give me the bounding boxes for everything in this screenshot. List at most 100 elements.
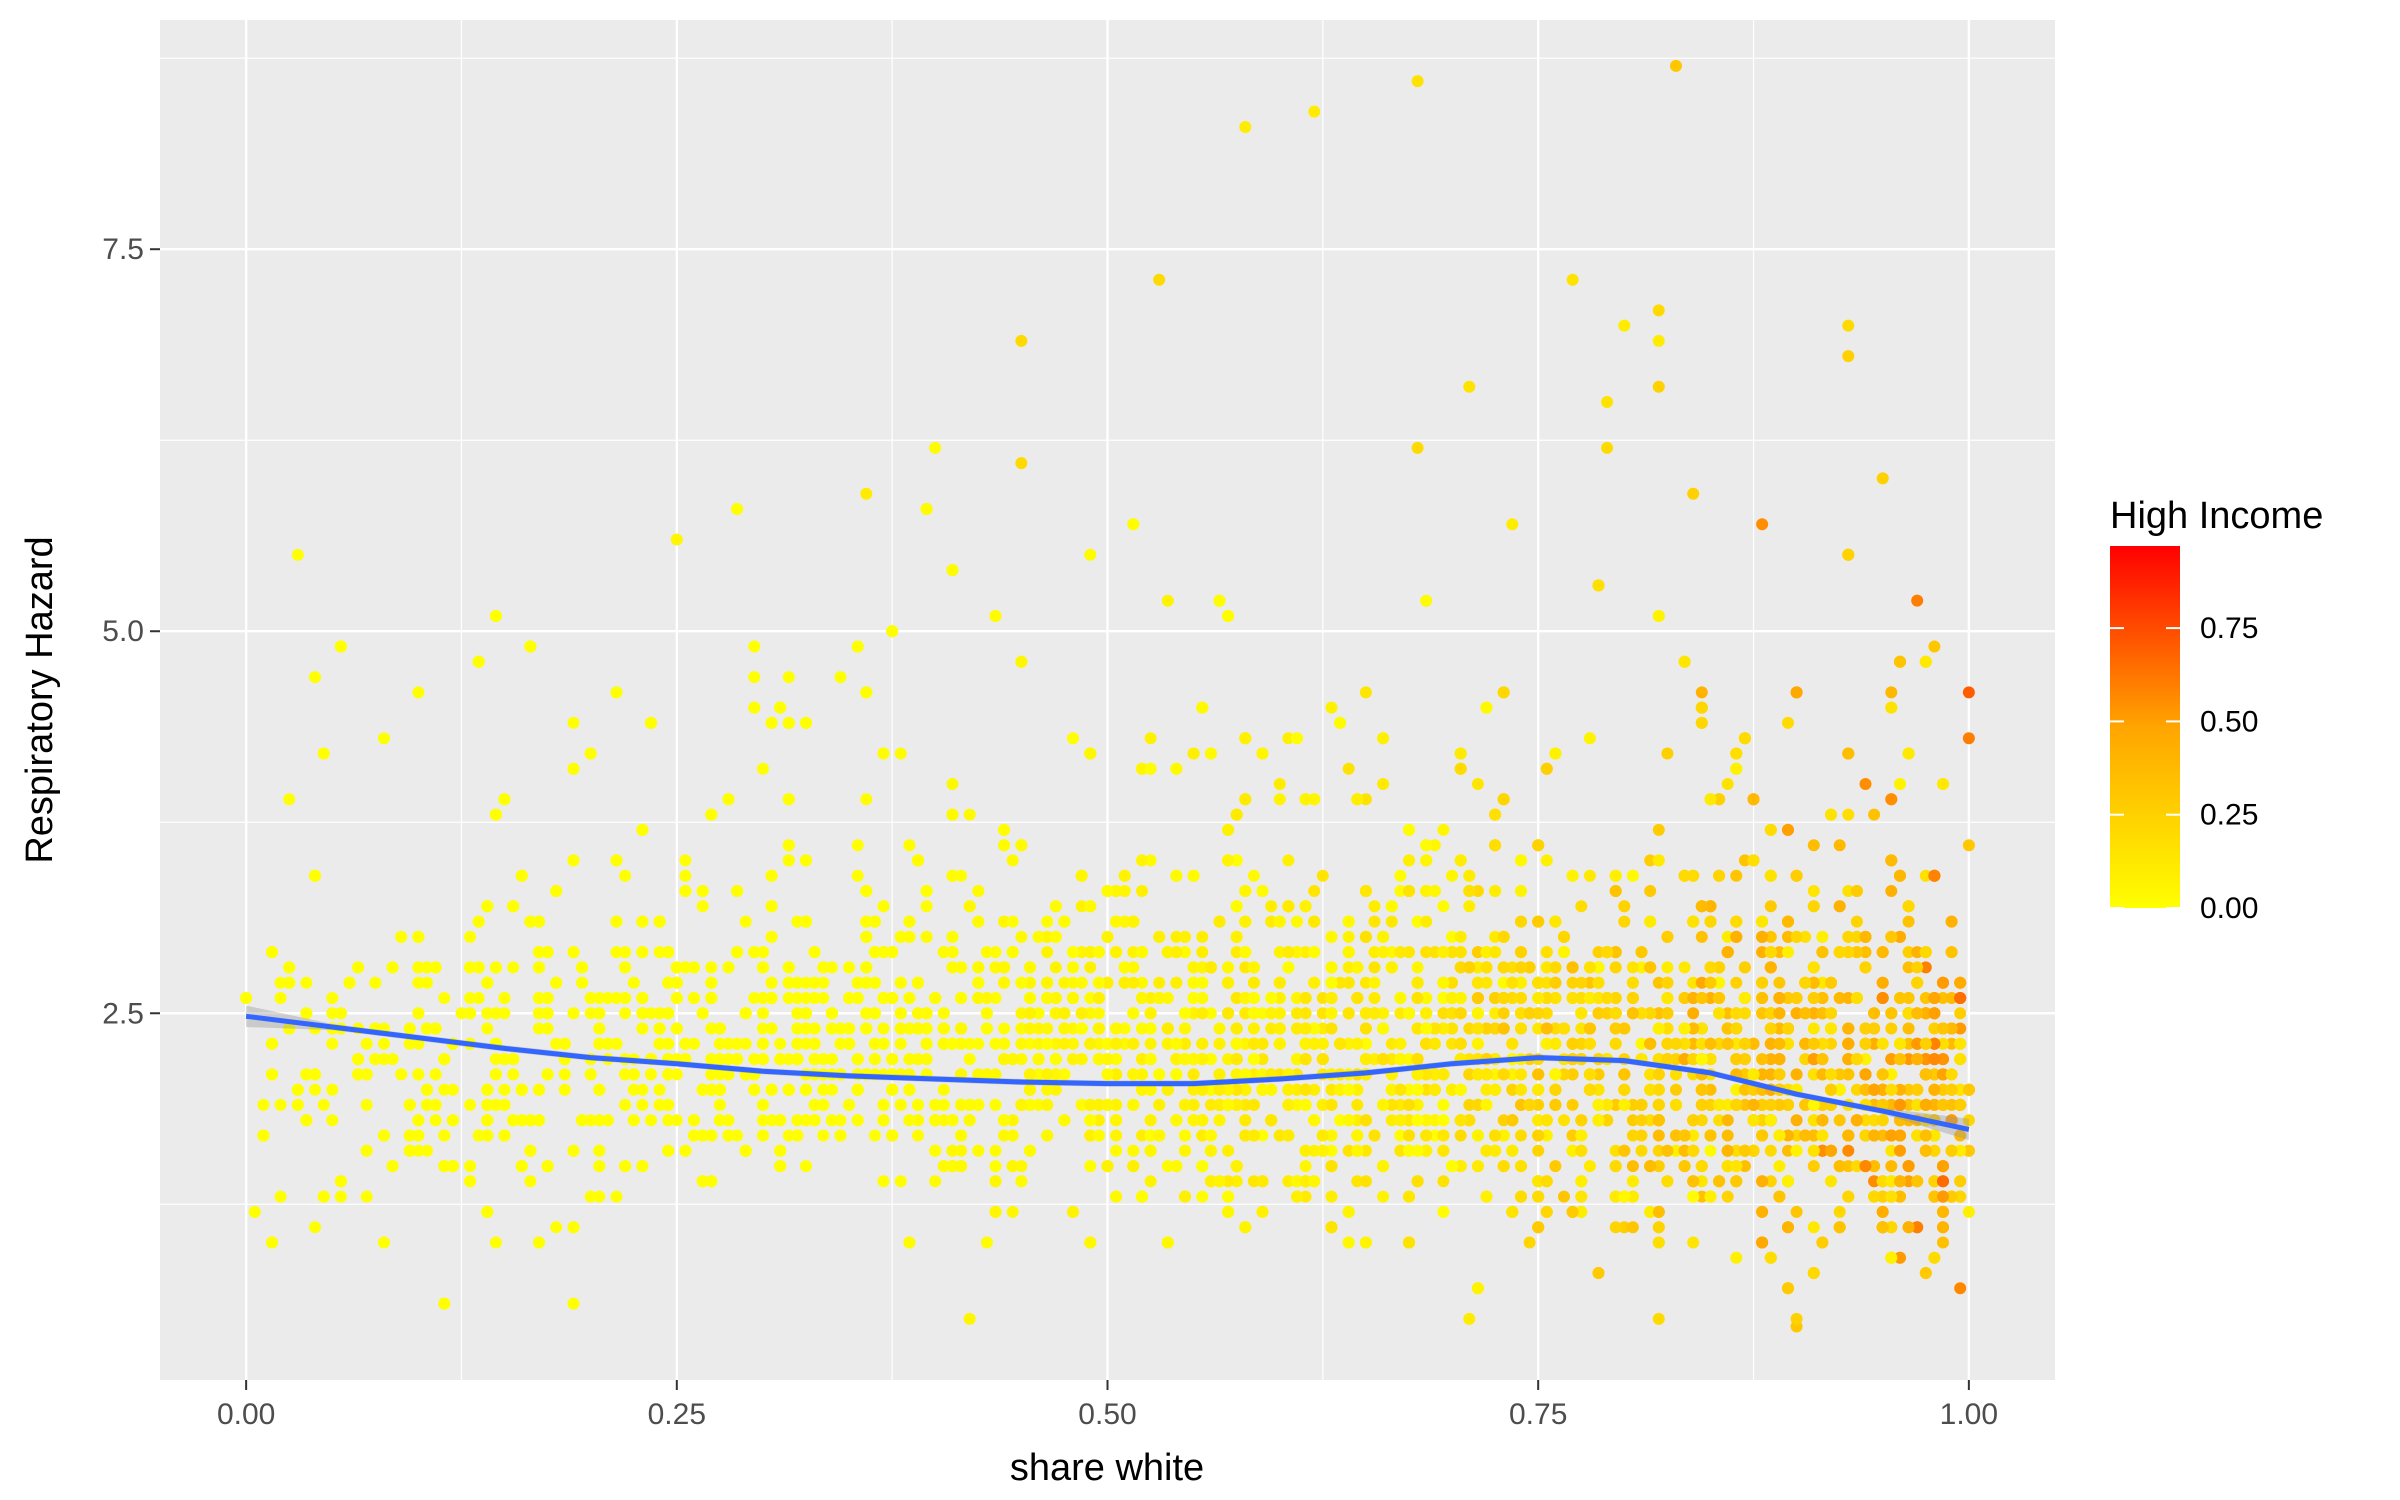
data-point (1859, 1022, 1872, 1035)
data-point (1161, 1022, 1174, 1035)
data-point (1377, 946, 1390, 959)
data-point (1618, 1098, 1631, 1111)
data-point (1127, 1037, 1140, 1050)
data-point (1187, 1114, 1200, 1127)
data-point (1041, 1098, 1054, 1111)
data-point (300, 976, 313, 989)
data-point (688, 1037, 700, 1050)
data-point (1437, 946, 1450, 959)
data-point (1049, 1068, 1062, 1081)
data-point (1463, 1114, 1476, 1127)
data-point (1144, 1114, 1157, 1127)
data-point (1566, 976, 1579, 989)
data-point (1695, 701, 1708, 714)
data-point (1695, 1022, 1708, 1035)
data-point (1075, 869, 1088, 882)
data-point (1377, 1053, 1390, 1066)
data-point (1713, 1007, 1726, 1020)
data-point (662, 1098, 675, 1111)
data-point (1713, 976, 1726, 989)
data-point (1032, 1037, 1045, 1050)
data-point (1161, 992, 1174, 1004)
data-point (1213, 1114, 1226, 1127)
data-point (1790, 1129, 1803, 1142)
data-point (567, 716, 580, 729)
data-point (1678, 1053, 1691, 1066)
data-point (326, 992, 339, 1004)
data-point (1885, 701, 1898, 714)
data-point (1325, 976, 1338, 989)
data-point (989, 1160, 1002, 1173)
data-point (1239, 1068, 1252, 1081)
data-point (1084, 1007, 1097, 1020)
data-point (1506, 1083, 1519, 1096)
data-point (912, 1114, 924, 1127)
data-point (541, 946, 554, 959)
data-point (877, 1037, 890, 1050)
data-point (1136, 1083, 1148, 1096)
data-point (1515, 1160, 1527, 1173)
data-point (670, 1114, 683, 1127)
data-point (1592, 1083, 1605, 1096)
data-point (808, 1053, 821, 1066)
data-point (1885, 1022, 1898, 1035)
data-point (1756, 1068, 1769, 1081)
data-point (1024, 992, 1036, 1004)
data-point (894, 1007, 907, 1020)
data-point (1463, 869, 1476, 882)
data-point (1868, 1022, 1881, 1035)
data-point (1411, 961, 1424, 974)
data-point (1911, 1083, 1924, 1096)
data-point (1299, 992, 1312, 1004)
data-point (653, 1098, 666, 1111)
data-point (593, 1083, 606, 1096)
data-point (782, 839, 795, 852)
data-point (1756, 992, 1769, 1004)
data-point (309, 869, 321, 882)
data-point (1024, 1007, 1036, 1020)
data-point (1807, 1129, 1820, 1142)
data-point (1299, 1037, 1312, 1050)
data-point (1842, 1022, 1855, 1035)
data-point (946, 930, 959, 943)
data-point (1540, 946, 1553, 959)
data-point (1695, 1160, 1708, 1173)
data-point (1049, 1053, 1062, 1066)
data-point (1213, 1083, 1226, 1096)
data-point (1738, 1083, 1751, 1096)
data-point (1161, 1160, 1174, 1173)
data-point (1497, 1007, 1510, 1020)
data-point (1747, 1068, 1760, 1081)
data-point (1730, 762, 1743, 775)
data-point (1523, 1236, 1536, 1249)
data-point (464, 1007, 477, 1020)
data-point (1316, 1022, 1329, 1035)
data-point (1067, 1053, 1079, 1066)
data-point (1515, 1007, 1527, 1020)
data-point (498, 793, 511, 806)
data-point (1497, 976, 1510, 989)
data-point (1351, 1083, 1364, 1096)
data-point (524, 1175, 537, 1188)
data-point (1204, 1083, 1217, 1096)
data-point (1299, 1175, 1312, 1188)
data-point (1471, 946, 1484, 959)
data-point (317, 747, 330, 760)
data-point (1230, 1083, 1243, 1096)
data-point (1764, 1251, 1777, 1264)
data-point (894, 1175, 907, 1188)
data-point (1902, 961, 1915, 974)
data-point (1687, 1007, 1700, 1020)
data-point (1842, 1144, 1855, 1157)
data-point (1420, 885, 1433, 897)
data-point (1670, 1144, 1682, 1157)
data-point (1721, 946, 1734, 959)
data-point (1566, 1037, 1579, 1050)
data-point (1894, 869, 1906, 882)
data-point (1118, 961, 1131, 974)
data-point (412, 961, 425, 974)
data-point (713, 1053, 726, 1066)
data-point (395, 930, 408, 943)
data-point (1144, 732, 1157, 745)
data-point (1885, 885, 1898, 897)
